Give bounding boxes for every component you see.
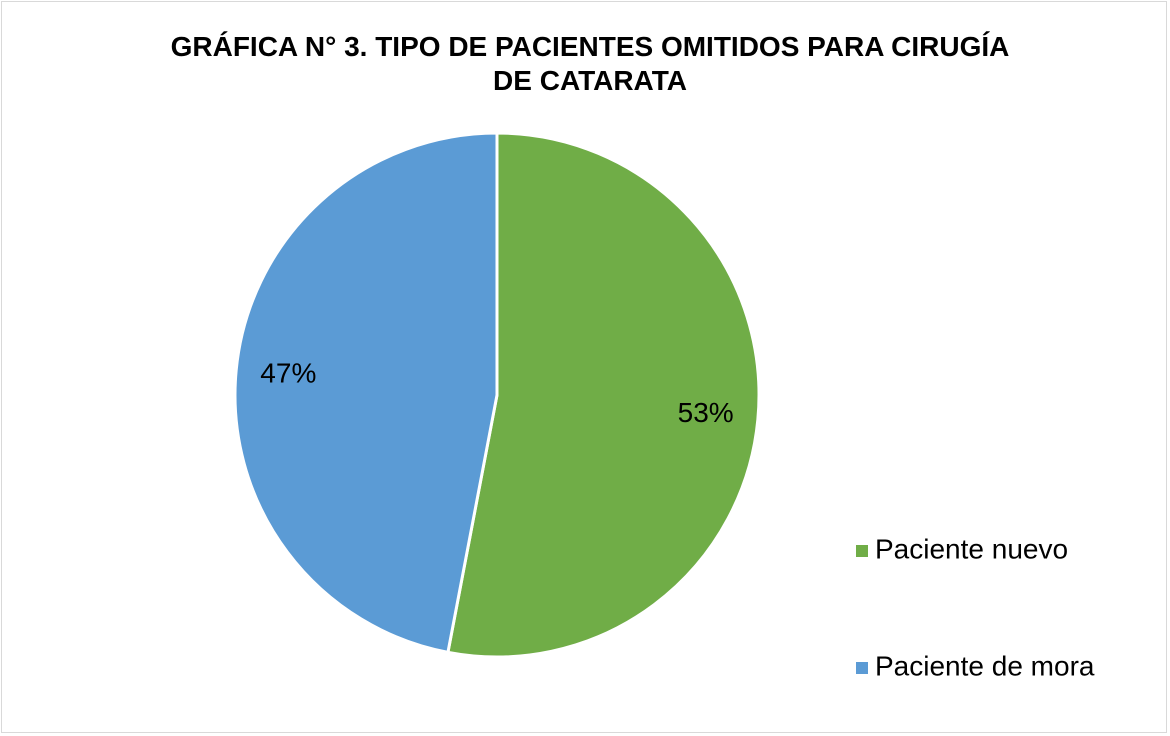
data-label: 47%: [260, 358, 316, 389]
legend-swatch: [856, 545, 868, 557]
pie-slice: [446, 131, 761, 659]
chart-title: GRÁFICA N° 3. TIPO DE PACIENTES OMITIDOS…: [170, 31, 1010, 96]
legend-label: Paciente de mora: [875, 650, 1095, 681]
legend-label: Paciente nuevo: [875, 533, 1068, 564]
legend-swatch: [856, 662, 868, 674]
data-label: 53%: [678, 397, 734, 428]
pie-slice: [233, 131, 499, 655]
